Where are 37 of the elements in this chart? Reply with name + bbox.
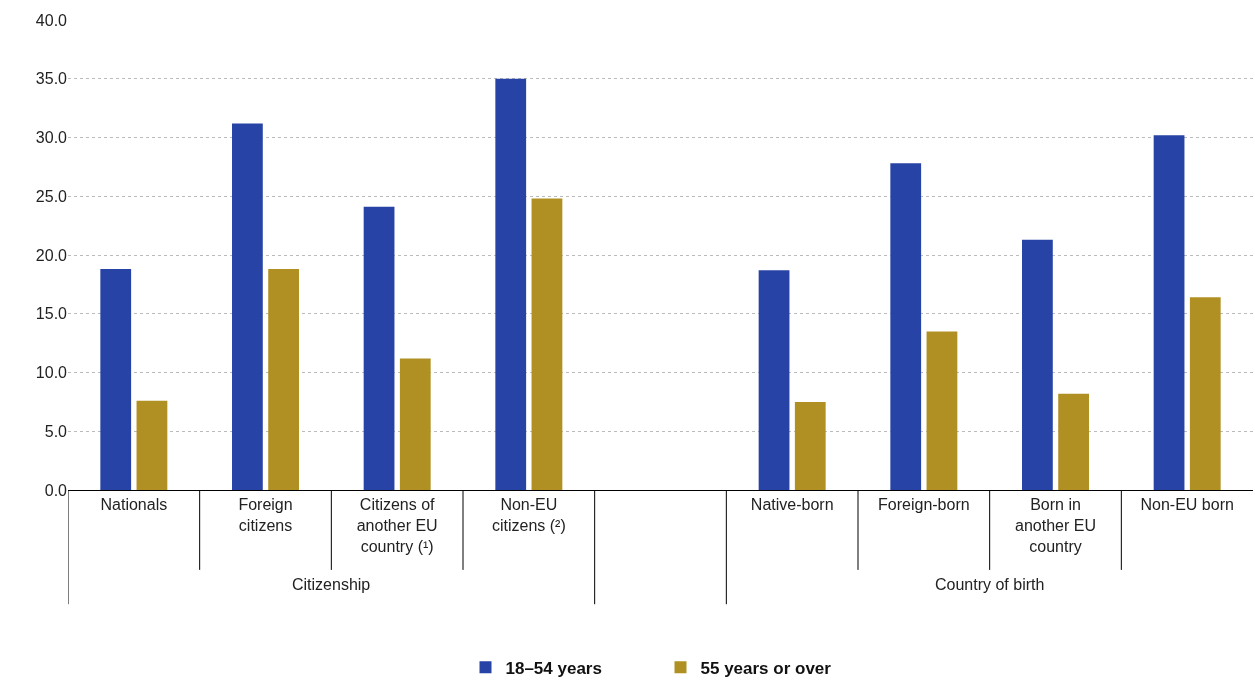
bar — [100, 269, 132, 490]
x-tick-label: Non-EU citizens (²) — [491, 496, 566, 534]
bar — [1189, 297, 1221, 490]
x-tick-label: Non-EU born — [1140, 496, 1234, 514]
bar — [136, 400, 168, 490]
bar — [495, 78, 527, 490]
y-tick-label: 20.0 — [35, 246, 68, 264]
x-tick-label: Native-born — [750, 496, 834, 514]
y-tick-label: 0.0 — [44, 481, 68, 499]
text: Citizenship — [292, 576, 371, 593]
x-tick-label: Nationals — [100, 496, 168, 514]
y-tick-label: 5.0 — [44, 422, 68, 440]
bar — [926, 331, 958, 490]
bar — [890, 163, 922, 490]
y-tick-label: 35.0 — [35, 70, 68, 88]
bar — [363, 206, 395, 490]
bar — [758, 270, 790, 490]
bar — [399, 358, 431, 490]
bar — [1153, 135, 1185, 490]
y-tick-label: 30.0 — [35, 129, 68, 147]
y-tick-label: 15.0 — [35, 305, 68, 323]
bar — [794, 401, 826, 490]
bar — [1022, 239, 1053, 490]
bar — [232, 123, 263, 490]
x-tick-label: Born in another EU country — [1015, 496, 1096, 555]
bar — [531, 198, 563, 490]
bar — [1058, 393, 1089, 490]
y-tick-label: 40.0 — [35, 11, 68, 29]
y-tick-label: 10.0 — [35, 364, 68, 382]
legend-label: 55 years or over — [700, 658, 832, 678]
legend-label: 18–54 years — [505, 658, 602, 678]
bar — [268, 269, 299, 490]
text: Country of birth — [935, 576, 1045, 593]
x-tick-label: Foreign-born — [878, 496, 970, 514]
x-tick-label: Citizens of another EU country (¹) — [356, 496, 438, 555]
x-tick-label: Foreign citizens — [238, 496, 293, 534]
y-tick-label: 25.0 — [35, 187, 68, 205]
